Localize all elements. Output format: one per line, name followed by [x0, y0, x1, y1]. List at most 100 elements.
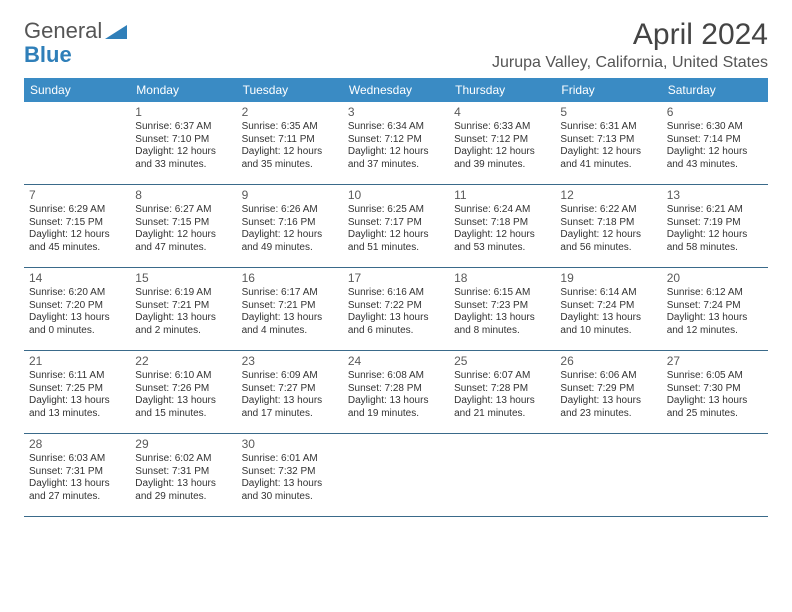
day-number: 18 [454, 271, 550, 286]
day-cell: 19Sunrise: 6:14 AMSunset: 7:24 PMDayligh… [555, 268, 661, 350]
day-daylight2: and 49 minutes. [242, 242, 338, 255]
day-cell: 30Sunrise: 6:01 AMSunset: 7:32 PMDayligh… [237, 434, 343, 516]
day-cell: 28Sunrise: 6:03 AMSunset: 7:31 PMDayligh… [24, 434, 130, 516]
day-sunset: Sunset: 7:12 PM [348, 134, 444, 147]
day-daylight1: Daylight: 13 hours [29, 395, 125, 408]
week-row: 14Sunrise: 6:20 AMSunset: 7:20 PMDayligh… [24, 268, 768, 351]
day-sunset: Sunset: 7:12 PM [454, 134, 550, 147]
day-daylight1: Daylight: 12 hours [454, 229, 550, 242]
day-sunrise: Sunrise: 6:21 AM [667, 204, 763, 217]
day-sunrise: Sunrise: 6:25 AM [348, 204, 444, 217]
day-number: 4 [454, 105, 550, 120]
day-number: 27 [667, 354, 763, 369]
day-cell: 5Sunrise: 6:31 AMSunset: 7:13 PMDaylight… [555, 102, 661, 184]
day-daylight2: and 27 minutes. [29, 491, 125, 504]
day-sunset: Sunset: 7:16 PM [242, 217, 338, 230]
day-number: 8 [135, 188, 231, 203]
day-daylight2: and 10 minutes. [560, 325, 656, 338]
calendar: Sunday Monday Tuesday Wednesday Thursday… [24, 78, 768, 517]
day-header-wed: Wednesday [343, 78, 449, 102]
day-daylight1: Daylight: 13 hours [135, 395, 231, 408]
day-sunrise: Sunrise: 6:19 AM [135, 287, 231, 300]
day-number: 20 [667, 271, 763, 286]
day-daylight2: and 0 minutes. [29, 325, 125, 338]
day-daylight2: and 13 minutes. [29, 408, 125, 421]
day-daylight2: and 29 minutes. [135, 491, 231, 504]
day-sunset: Sunset: 7:17 PM [348, 217, 444, 230]
day-number: 9 [242, 188, 338, 203]
day-daylight1: Daylight: 13 hours [348, 312, 444, 325]
day-sunrise: Sunrise: 6:35 AM [242, 121, 338, 134]
day-cell: 24Sunrise: 6:08 AMSunset: 7:28 PMDayligh… [343, 351, 449, 433]
day-daylight2: and 6 minutes. [348, 325, 444, 338]
day-cell: 20Sunrise: 6:12 AMSunset: 7:24 PMDayligh… [662, 268, 768, 350]
day-cell: 21Sunrise: 6:11 AMSunset: 7:25 PMDayligh… [24, 351, 130, 433]
day-daylight1: Daylight: 12 hours [29, 229, 125, 242]
day-number: 23 [242, 354, 338, 369]
day-cell: 1Sunrise: 6:37 AMSunset: 7:10 PMDaylight… [130, 102, 236, 184]
day-cell: 22Sunrise: 6:10 AMSunset: 7:26 PMDayligh… [130, 351, 236, 433]
day-cell: 18Sunrise: 6:15 AMSunset: 7:23 PMDayligh… [449, 268, 555, 350]
day-daylight1: Daylight: 13 hours [29, 478, 125, 491]
day-daylight2: and 53 minutes. [454, 242, 550, 255]
day-number: 29 [135, 437, 231, 452]
day-daylight2: and 19 minutes. [348, 408, 444, 421]
day-sunrise: Sunrise: 6:16 AM [348, 287, 444, 300]
day-cell: 6Sunrise: 6:30 AMSunset: 7:14 PMDaylight… [662, 102, 768, 184]
day-number: 11 [454, 188, 550, 203]
day-sunset: Sunset: 7:23 PM [454, 300, 550, 313]
day-cell: 12Sunrise: 6:22 AMSunset: 7:18 PMDayligh… [555, 185, 661, 267]
day-sunset: Sunset: 7:26 PM [135, 383, 231, 396]
day-number: 24 [348, 354, 444, 369]
day-sunset: Sunset: 7:27 PM [242, 383, 338, 396]
day-daylight2: and 47 minutes. [135, 242, 231, 255]
day-daylight1: Daylight: 13 hours [242, 312, 338, 325]
day-sunrise: Sunrise: 6:14 AM [560, 287, 656, 300]
day-daylight2: and 33 minutes. [135, 159, 231, 172]
day-cell: 8Sunrise: 6:27 AMSunset: 7:15 PMDaylight… [130, 185, 236, 267]
month-title: April 2024 [492, 18, 768, 52]
day-daylight2: and 23 minutes. [560, 408, 656, 421]
day-number: 15 [135, 271, 231, 286]
day-daylight1: Daylight: 13 hours [560, 395, 656, 408]
day-number: 14 [29, 271, 125, 286]
day-daylight1: Daylight: 13 hours [667, 312, 763, 325]
day-daylight1: Daylight: 12 hours [454, 146, 550, 159]
day-sunset: Sunset: 7:21 PM [135, 300, 231, 313]
day-sunset: Sunset: 7:31 PM [29, 466, 125, 479]
day-number: 2 [242, 105, 338, 120]
day-sunrise: Sunrise: 6:17 AM [242, 287, 338, 300]
day-header-mon: Monday [130, 78, 236, 102]
day-daylight1: Daylight: 13 hours [454, 395, 550, 408]
day-daylight1: Daylight: 12 hours [135, 146, 231, 159]
day-cell: 15Sunrise: 6:19 AMSunset: 7:21 PMDayligh… [130, 268, 236, 350]
day-sunrise: Sunrise: 6:20 AM [29, 287, 125, 300]
day-daylight1: Daylight: 13 hours [667, 395, 763, 408]
day-sunset: Sunset: 7:10 PM [135, 134, 231, 147]
day-daylight2: and 56 minutes. [560, 242, 656, 255]
day-cell: 27Sunrise: 6:05 AMSunset: 7:30 PMDayligh… [662, 351, 768, 433]
day-sunrise: Sunrise: 6:30 AM [667, 121, 763, 134]
day-cell [662, 434, 768, 516]
day-daylight1: Daylight: 13 hours [135, 312, 231, 325]
day-sunset: Sunset: 7:11 PM [242, 134, 338, 147]
day-sunrise: Sunrise: 6:02 AM [135, 453, 231, 466]
day-cell: 23Sunrise: 6:09 AMSunset: 7:27 PMDayligh… [237, 351, 343, 433]
day-number: 17 [348, 271, 444, 286]
day-number: 1 [135, 105, 231, 120]
day-daylight2: and 35 minutes. [242, 159, 338, 172]
day-number: 21 [29, 354, 125, 369]
day-sunset: Sunset: 7:21 PM [242, 300, 338, 313]
day-daylight1: Daylight: 12 hours [348, 229, 444, 242]
day-cell: 4Sunrise: 6:33 AMSunset: 7:12 PMDaylight… [449, 102, 555, 184]
day-daylight1: Daylight: 12 hours [242, 229, 338, 242]
day-cell: 3Sunrise: 6:34 AMSunset: 7:12 PMDaylight… [343, 102, 449, 184]
day-sunrise: Sunrise: 6:15 AM [454, 287, 550, 300]
logo-general: General [24, 18, 102, 44]
day-daylight1: Daylight: 12 hours [560, 229, 656, 242]
day-header-thu: Thursday [449, 78, 555, 102]
day-daylight2: and 37 minutes. [348, 159, 444, 172]
day-sunrise: Sunrise: 6:03 AM [29, 453, 125, 466]
logo: General [24, 18, 127, 44]
day-number: 10 [348, 188, 444, 203]
